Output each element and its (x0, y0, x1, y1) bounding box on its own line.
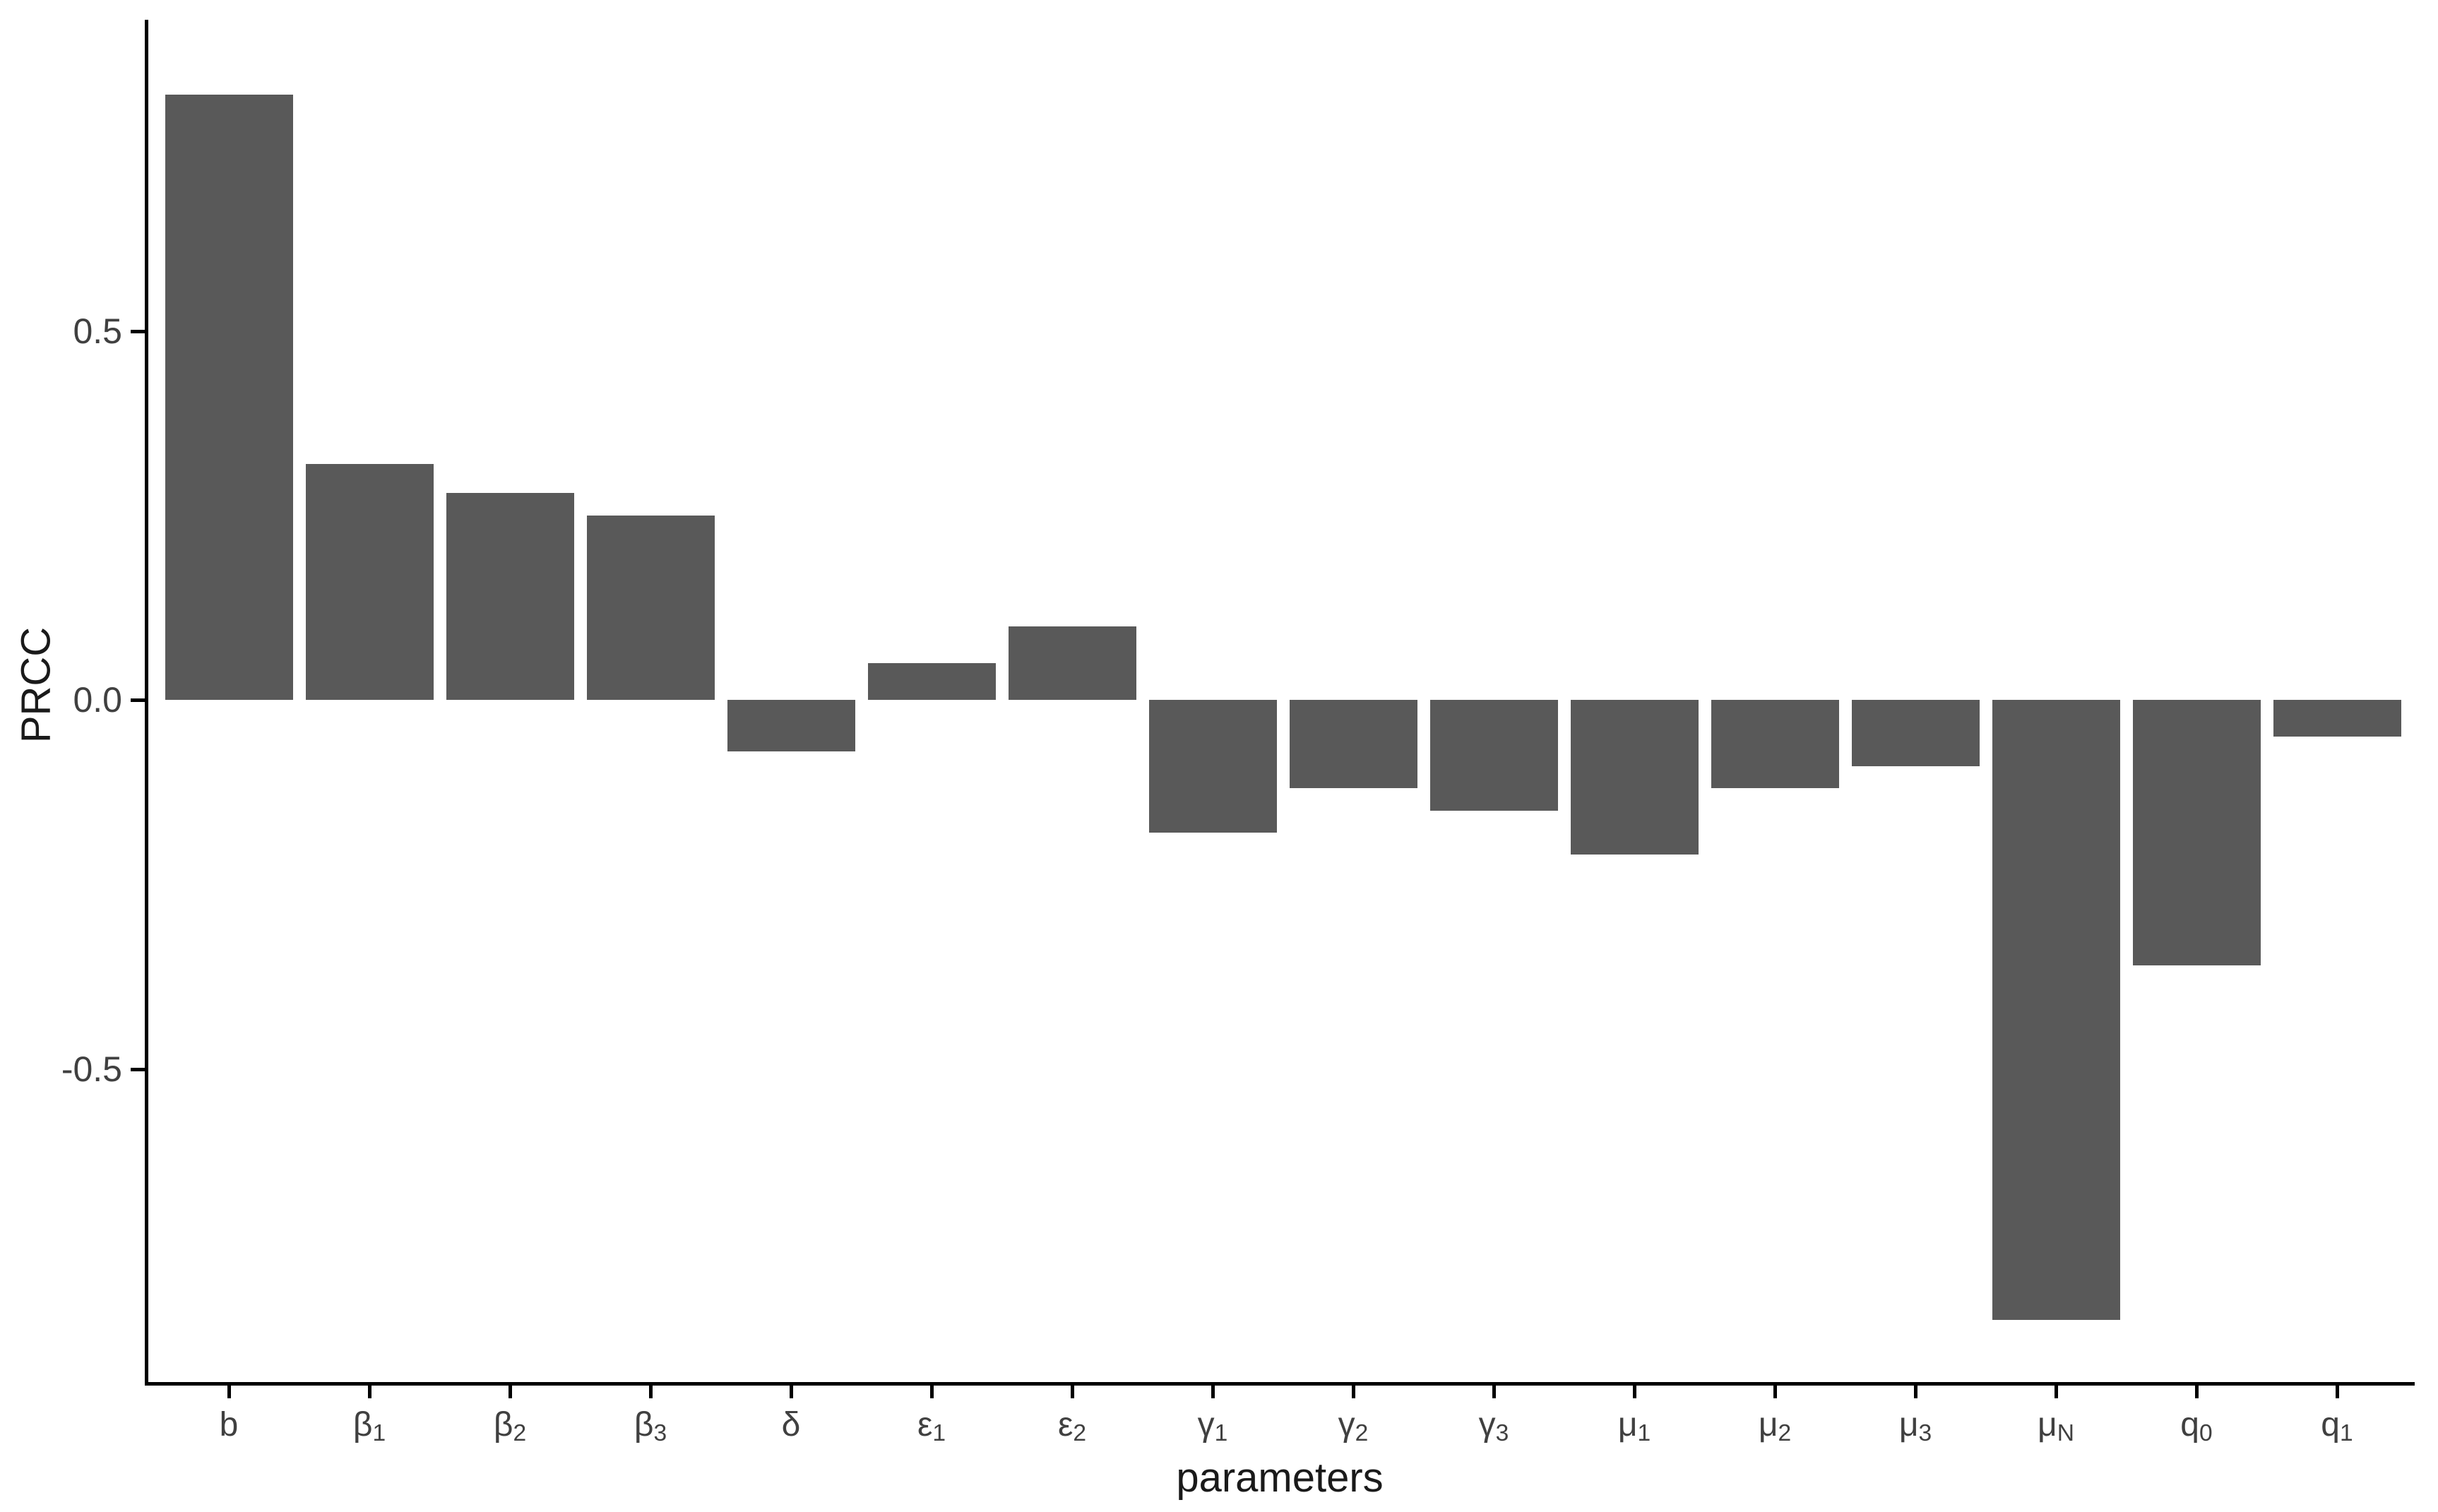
x-tick-label-q0: q0 (2133, 1405, 2260, 1448)
x-tick-label-sub: 3 (1918, 1420, 1932, 1447)
x-tick-mark-epsilon2 (1071, 1386, 1074, 1398)
bar-mu3 (1851, 700, 1980, 767)
x-tick-label-main: q (2180, 1406, 2199, 1443)
x-tick-label-main: γ (1197, 1406, 1215, 1443)
x-tick-label-main: β (352, 1406, 373, 1443)
x-tick-label-main: μ (2038, 1406, 2057, 1443)
x-tick-label-main: q (2321, 1406, 2340, 1443)
x-tick-label-epsilon2: ε2 (1009, 1405, 1136, 1448)
x-tick-label-sub: 2 (1073, 1420, 1087, 1447)
y-tick-label--0.5: -0.5 (61, 1049, 122, 1089)
x-axis-title: parameters (1176, 1455, 1384, 1501)
x-tick-mark-epsilon1 (930, 1386, 934, 1398)
x-tick-mark-beta2 (509, 1386, 512, 1398)
x-tick-mark-beta1 (368, 1386, 371, 1398)
y-tick-mark--0.5 (131, 1067, 145, 1071)
bar-beta2 (446, 493, 574, 700)
x-tick-label-beta1: β1 (306, 1405, 433, 1448)
y-tick-label-0.0: 0.0 (73, 680, 122, 720)
bar-epsilon2 (1008, 626, 1136, 700)
x-tick-label-main: μ (1898, 1406, 1919, 1443)
bar-mu2 (1711, 700, 1839, 789)
x-tick-label-gamma2: γ2 (1290, 1405, 1417, 1448)
x-tick-mark-mu2 (1773, 1386, 1777, 1398)
x-tick-label-mu1: μ1 (1571, 1405, 1698, 1448)
x-tick-label-sub: 2 (1355, 1420, 1369, 1447)
x-tick-label-sub: 3 (1495, 1420, 1509, 1447)
bar-muN (1992, 700, 2120, 1320)
bar-epsilon1 (867, 662, 996, 700)
x-tick-label-beta3: β3 (587, 1405, 714, 1448)
x-tick-label-main: δ (781, 1406, 801, 1443)
x-tick-label-sub: 0 (2199, 1420, 2213, 1447)
x-tick-label-sub: 1 (1637, 1420, 1651, 1447)
x-tick-label-sub: 2 (1778, 1420, 1792, 1447)
x-tick-label-main: β (634, 1406, 654, 1443)
x-tick-label-main: ε (917, 1406, 933, 1443)
x-tick-mark-gamma3 (1492, 1386, 1496, 1398)
x-tick-label-beta2: β2 (446, 1405, 573, 1448)
x-tick-label-sub: 3 (653, 1420, 667, 1447)
x-tick-label-sub: 1 (372, 1420, 386, 1447)
x-tick-label-q1: q1 (2273, 1405, 2401, 1448)
x-tick-label-epsilon1: ε1 (868, 1405, 995, 1448)
x-tick-mark-b (227, 1386, 231, 1398)
x-tick-label-main: γ (1338, 1406, 1355, 1443)
x-tick-label-mu2: μ2 (1711, 1405, 1838, 1448)
bar-beta3 (586, 515, 715, 700)
x-tick-label-sub: 1 (1214, 1420, 1228, 1447)
x-tick-label-main: μ (1617, 1406, 1638, 1443)
x-tick-mark-delta (790, 1386, 793, 1398)
y-tick-mark-0.0 (131, 698, 145, 702)
x-tick-mark-mu3 (1914, 1386, 1917, 1398)
x-tick-label-main: γ (1478, 1406, 1496, 1443)
x-tick-mark-q0 (2195, 1386, 2199, 1398)
bar-gamma2 (1289, 700, 1417, 789)
x-tick-mark-muN (2055, 1386, 2058, 1398)
x-tick-label-sub: N (2057, 1420, 2074, 1447)
x-tick-mark-gamma1 (1211, 1386, 1215, 1398)
y-tick-label-0.5: 0.5 (73, 311, 122, 351)
bar-gamma1 (1148, 700, 1277, 833)
x-tick-label-main: μ (1758, 1406, 1778, 1443)
x-tick-label-main: b (219, 1406, 239, 1443)
x-tick-label-muN: μN (1992, 1405, 2119, 1448)
bar-mu1 (1570, 700, 1699, 855)
x-axis-line (145, 1382, 2415, 1386)
x-tick-mark-q1 (2336, 1386, 2339, 1398)
x-tick-label-sub: 1 (2340, 1420, 2353, 1447)
x-tick-label-main: ε (1057, 1406, 1074, 1443)
x-tick-label-sub: 1 (932, 1420, 946, 1447)
x-tick-mark-mu1 (1633, 1386, 1636, 1398)
x-tick-label-main: β (493, 1406, 513, 1443)
bar-gamma3 (1429, 700, 1558, 811)
bar-beta1 (305, 463, 434, 700)
bar-delta (727, 700, 855, 752)
x-tick-label-gamma1: γ1 (1149, 1405, 1276, 1448)
x-tick-label-mu3: μ3 (1852, 1405, 1979, 1448)
bar-q0 (2132, 700, 2261, 966)
x-tick-label-b: b (165, 1405, 292, 1445)
bar-b (165, 95, 293, 700)
x-tick-mark-beta3 (649, 1386, 653, 1398)
y-axis-line (145, 20, 148, 1386)
bar-q1 (2273, 700, 2401, 737)
x-tick-mark-gamma2 (1352, 1386, 1355, 1398)
x-tick-label-sub: 2 (513, 1420, 527, 1447)
y-tick-mark-0.5 (131, 329, 145, 333)
x-tick-label-delta: δ (727, 1405, 855, 1445)
x-tick-label-gamma3: γ3 (1430, 1405, 1557, 1448)
